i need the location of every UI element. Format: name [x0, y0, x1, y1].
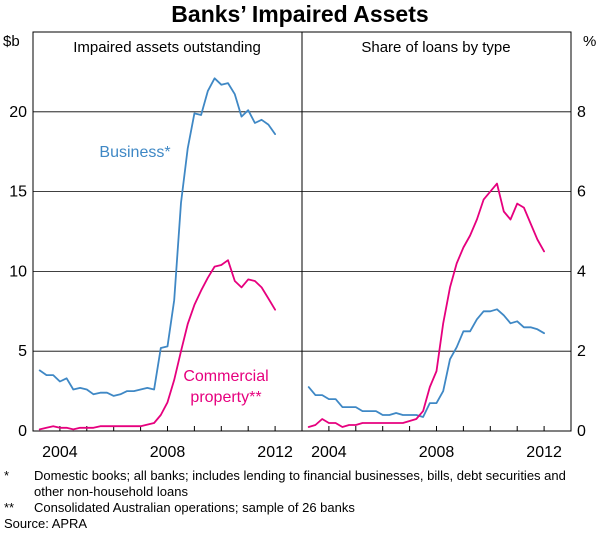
y-tick-label-p0-5: 5 [18, 343, 27, 360]
series-line-p0-1 [38, 259, 277, 431]
x-tick-label-p0-2012: 2012 [257, 444, 293, 461]
footnote-2-text: Consolidated Australian operations; samp… [34, 500, 355, 515]
x-tick-label-p1-2008: 2008 [419, 444, 455, 461]
footnote-1: * Domestic books; all banks; includes le… [4, 468, 596, 500]
impaired-assets-chart: Banks’ Impaired Assets $b % Impaired ass… [3, 1, 596, 461]
y-tick-label-p1-2: 2 [577, 343, 586, 360]
source-note: Source: APRA [4, 516, 88, 531]
footnote-2: ** Consolidated Australian operations; s… [4, 500, 596, 516]
left-unit-label: $b [3, 33, 20, 50]
y-tick-label-p1-6: 6 [577, 184, 586, 201]
axis-ticks [59, 426, 545, 431]
x-tick-label-p0-2004: 2004 [42, 444, 78, 461]
footnote-2-mark: ** [4, 500, 15, 515]
series-line-p0-0 [38, 77, 277, 397]
commercial-label-line2: property** [190, 389, 261, 406]
annotation-business: Business* [99, 144, 170, 161]
y-tick-label-p0-10: 10 [9, 263, 27, 280]
right-unit-label: % [583, 33, 596, 50]
series-lines [38, 77, 545, 431]
footnotes: * Domestic books; all banks; includes le… [4, 468, 596, 532]
series-line-p1-0 [307, 308, 545, 418]
right-panel-title: Share of loans by type [361, 39, 510, 56]
x-tick-label-p1-2004: 2004 [311, 444, 347, 461]
series-line-p1-1 [307, 182, 545, 428]
x-tick-label-p1-2012: 2012 [526, 444, 562, 461]
y-tick-label-p1-8: 8 [577, 104, 586, 121]
y-tick-label-p0-15: 15 [9, 184, 27, 201]
commercial-label-line1: Commercial [183, 368, 268, 385]
footnote-1-mark: * [4, 468, 10, 483]
tick-labels: 0 5 10 15 20 2004 2008 2012 0 2 4 6 8 2004 2008 2012 [9, 104, 586, 461]
y-tick-label-p0-0: 0 [18, 423, 27, 440]
business-series-label: Business* [99, 144, 170, 161]
x-tick-label-p0-2008: 2008 [150, 444, 186, 461]
annotation-commercial-property: Commercial property** [183, 368, 268, 406]
y-tick-label-p0-20: 20 [9, 104, 27, 121]
gridlines [33, 111, 571, 352]
footnote-1-text: Domestic books; all banks; includes lend… [34, 468, 566, 499]
y-tick-label-p1-0: 0 [577, 423, 586, 440]
left-panel-title: Impaired assets outstanding [73, 39, 261, 56]
chart-title: Banks’ Impaired Assets [171, 1, 428, 27]
y-tick-label-p1-4: 4 [577, 263, 586, 280]
